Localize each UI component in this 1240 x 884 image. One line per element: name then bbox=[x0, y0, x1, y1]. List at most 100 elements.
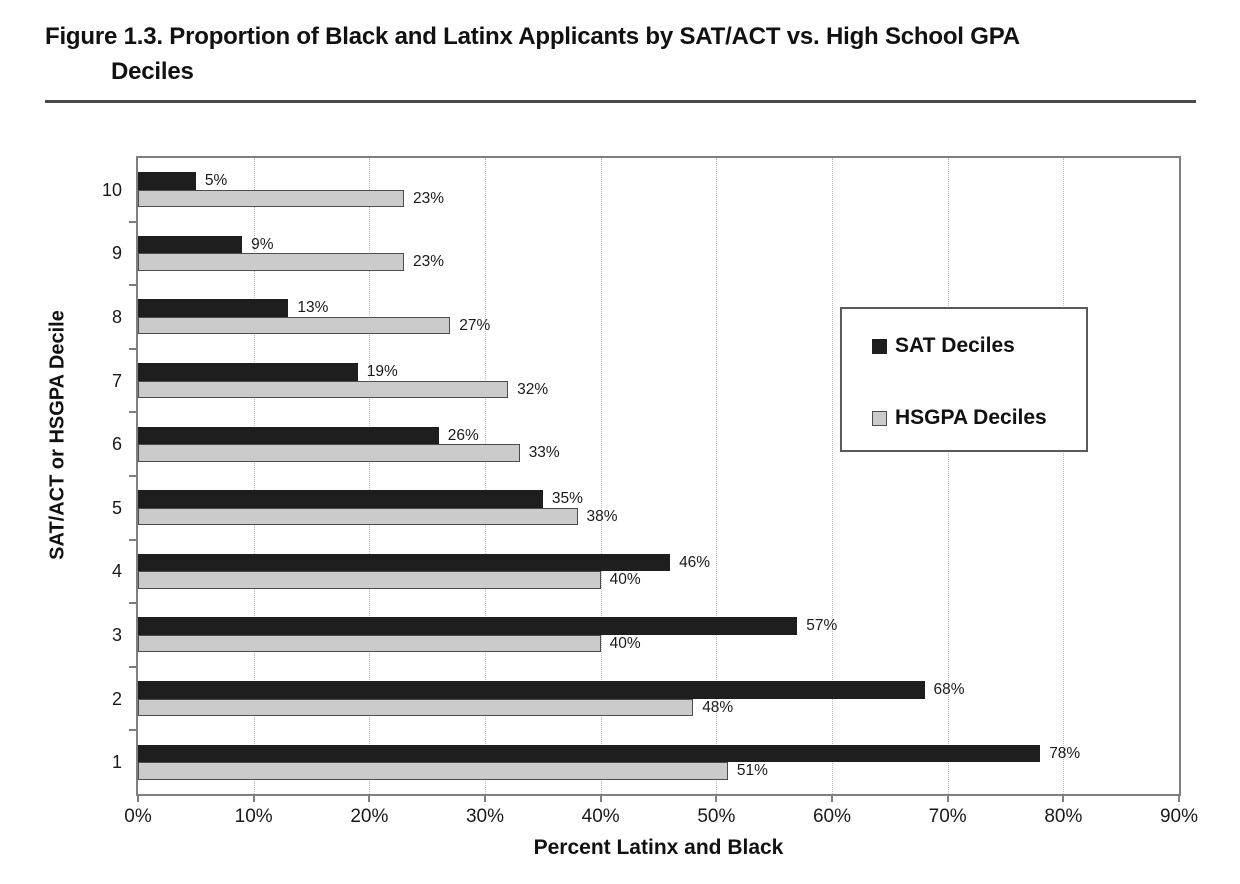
figure-title-line1: Figure 1.3. Proportion of Black and Lati… bbox=[45, 23, 1020, 50]
x-axis-tick bbox=[252, 796, 255, 802]
bar-sat bbox=[138, 299, 289, 317]
gridline-40% bbox=[600, 158, 602, 794]
gridline-30% bbox=[485, 158, 486, 794]
bar-value-label: 27% bbox=[459, 316, 491, 334]
x-axis-title: Percent Latinx and Black bbox=[533, 836, 784, 859]
x-axis-tick bbox=[137, 796, 139, 802]
y-axis-category-label: 5 bbox=[111, 497, 122, 518]
x-axis-tick-label: 70% bbox=[928, 806, 967, 827]
bar-value-label: 19% bbox=[366, 363, 398, 381]
x-axis-tick-label: 0% bbox=[124, 806, 152, 827]
x-axis-tick bbox=[1062, 796, 1065, 802]
bar-value-label: 9% bbox=[251, 235, 274, 253]
bar-hsgpa bbox=[138, 634, 601, 653]
y-axis-category-label: 6 bbox=[111, 434, 122, 455]
y-axis-tick bbox=[129, 475, 138, 477]
legend-label-hsgpa: HSGPA Deciles bbox=[895, 406, 1047, 429]
bar-value-label: 23% bbox=[413, 189, 445, 207]
decile-row: 6 26% 33% bbox=[112, 412, 1179, 476]
gridline-70% bbox=[947, 158, 949, 794]
bar-value-label: 32% bbox=[517, 380, 549, 398]
bar-sat bbox=[138, 235, 243, 254]
x-axis-tick-label: 20% bbox=[350, 806, 389, 827]
gridline-10% bbox=[253, 158, 255, 794]
decile-row: 2 68% 48% bbox=[112, 667, 1179, 731]
bar-value-label: 57% bbox=[806, 617, 838, 635]
decile-row: 1 78% 51% bbox=[112, 730, 1179, 794]
x-axis-tick bbox=[368, 796, 371, 802]
bar-value-label: 48% bbox=[702, 698, 734, 716]
y-axis-category-label: 7 bbox=[111, 370, 122, 391]
bar-value-label: 13% bbox=[297, 299, 329, 317]
y-axis-tick bbox=[129, 729, 138, 732]
y-axis-category-label: 9 bbox=[111, 243, 122, 264]
bar-sat bbox=[138, 744, 1041, 763]
bar-hsgpa bbox=[138, 189, 405, 208]
bar-sat bbox=[138, 553, 671, 572]
y-axis-tick bbox=[129, 411, 138, 414]
bar-hsgpa bbox=[138, 253, 405, 271]
x-axis-tick bbox=[599, 796, 602, 802]
figure-title: Figure 1.3. Proportion of Black and Lati… bbox=[45, 19, 1205, 89]
y-axis-tick bbox=[129, 284, 138, 287]
y-axis-tick bbox=[129, 602, 138, 605]
bar-value-label: 5% bbox=[204, 172, 228, 190]
y-axis-category-label: 8 bbox=[111, 306, 122, 327]
x-axis-tick-label: 60% bbox=[812, 806, 852, 827]
x-axis-tick bbox=[1178, 796, 1180, 802]
legend-swatch-sat-icon bbox=[872, 338, 887, 354]
bar-hsgpa bbox=[138, 762, 728, 780]
x-axis-tick bbox=[715, 796, 718, 802]
bar-value-label: 23% bbox=[413, 253, 445, 271]
legend-swatch-hsgpa-icon bbox=[872, 410, 887, 426]
bar-hsgpa bbox=[138, 507, 578, 526]
x-axis-tick-label: 90% bbox=[1159, 806, 1199, 827]
title-divider-rule bbox=[45, 100, 1196, 103]
decile-row: 4 46% 40% bbox=[112, 540, 1179, 604]
bar-value-label: 33% bbox=[528, 444, 560, 462]
decile-row: 5 35% 38% bbox=[112, 476, 1179, 540]
decile-row: 9 9% 23% bbox=[112, 222, 1179, 286]
y-axis-tick bbox=[129, 538, 138, 541]
figure-title-line2: Deciles bbox=[111, 58, 194, 85]
y-axis-tick bbox=[129, 665, 138, 668]
y-axis-title: SAT/ACT or HSGPA Decile bbox=[46, 310, 69, 560]
legend-label-sat: SAT Deciles bbox=[895, 334, 1015, 357]
y-axis-tick bbox=[129, 347, 138, 350]
bar-value-label: 40% bbox=[609, 634, 641, 652]
bar-sat bbox=[138, 490, 543, 508]
y-axis-category-label: 2 bbox=[111, 688, 122, 709]
bar-hsgpa bbox=[138, 571, 601, 589]
x-axis-tick-label: 80% bbox=[1044, 806, 1083, 827]
y-axis-category-label: 4 bbox=[111, 561, 122, 582]
y-axis-category-label: 3 bbox=[111, 624, 122, 645]
y-axis-category-label: 10 bbox=[101, 179, 122, 200]
x-axis-tick-label: 50% bbox=[697, 806, 736, 827]
x-axis-tick-label: 30% bbox=[465, 806, 505, 827]
decile-row: 3 57% 40% bbox=[112, 603, 1179, 667]
x-axis-tick bbox=[946, 796, 949, 802]
plot-area: 0% 10% 20% 30% 40% 50% 60% 70% 80% 90% 10 5% 23% 9 9% 2… bbox=[102, 156, 1198, 827]
x-axis-tick bbox=[484, 796, 486, 802]
y-axis-category-label: 1 bbox=[111, 752, 122, 773]
decile-row: 10 5% 23% bbox=[102, 158, 1179, 222]
bar-hsgpa bbox=[138, 316, 451, 335]
bar-sat bbox=[138, 681, 925, 699]
gridline-20% bbox=[369, 158, 371, 794]
decile-row: 8 13% 27% bbox=[112, 285, 1179, 349]
bar-sat bbox=[138, 363, 358, 381]
bar-hsgpa bbox=[138, 444, 520, 462]
decile-row: 7 19% 32% bbox=[112, 349, 1179, 413]
legend-entry-hsgpa: HSGPA Deciles bbox=[872, 404, 1047, 432]
bar-value-label: 78% bbox=[1049, 744, 1081, 762]
x-axis-tick-label: 40% bbox=[581, 806, 620, 827]
bar-value-label: 46% bbox=[679, 553, 711, 571]
x-axis-tick-label: 10% bbox=[234, 806, 273, 827]
gridline-80% bbox=[1063, 158, 1065, 794]
bar-value-label: 26% bbox=[447, 426, 479, 444]
bar-sat bbox=[138, 617, 798, 635]
bar-value-label: 35% bbox=[551, 490, 583, 508]
y-axis-tick bbox=[129, 220, 138, 223]
bar-value-label: 38% bbox=[586, 507, 618, 525]
gridline-60% bbox=[832, 158, 833, 794]
